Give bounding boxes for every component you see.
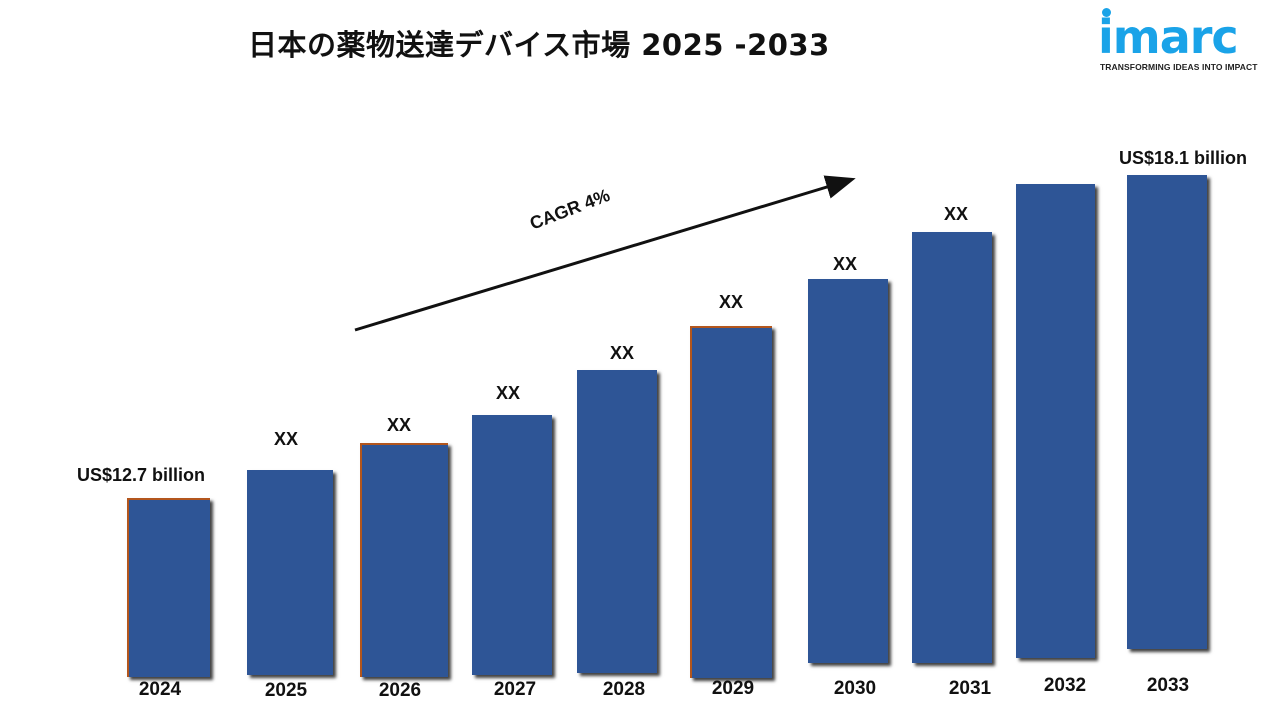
- bar-2033: [1127, 175, 1207, 649]
- logo-tagline: TRANSFORMING IDEAS INTO IMPACT: [1100, 62, 1258, 72]
- bar-2026: [360, 443, 448, 677]
- x-axis-label-2033: 2033: [1146, 675, 1190, 696]
- x-axis-label-2032: 2032: [1043, 675, 1087, 696]
- bar-2032: [1016, 184, 1095, 658]
- x-axis-label-2027: 2027: [493, 679, 537, 700]
- bar-value-label: XX: [273, 429, 299, 449]
- bar-2028: [577, 370, 657, 673]
- bar-2031: [912, 232, 992, 663]
- x-axis-label-2030: 2030: [833, 678, 877, 699]
- bar-value-label: XX: [609, 343, 635, 363]
- chart-title: 日本の薬物送達デバイス市場 2025 -2033: [248, 28, 830, 62]
- bar-2027: [472, 415, 552, 675]
- x-axis-label-2028: 2028: [602, 679, 646, 700]
- bar-2025: [247, 470, 333, 675]
- bar-2029: [690, 326, 772, 678]
- logo-dot-icon: [1102, 8, 1111, 17]
- bar-value-label: US$18.1 billion: [1118, 148, 1248, 168]
- x-axis-label-2029: 2029: [711, 678, 755, 699]
- bar-2024: [127, 498, 210, 677]
- bar-value-label: XX: [832, 254, 858, 274]
- x-axis-label-2024: 2024: [138, 679, 182, 700]
- bar-value-label: XX: [386, 415, 412, 435]
- logo-wordmark: imarc: [1098, 10, 1239, 64]
- bar-2030: [808, 279, 888, 663]
- bar-value-label: US$12.7 billion: [76, 465, 206, 485]
- x-axis-label-2031: 2031: [948, 678, 992, 699]
- bar-value-label: XX: [943, 204, 969, 224]
- x-axis-label-2025: 2025: [264, 680, 308, 701]
- imarc-logo: imarc TRANSFORMING IDEAS INTO IMPACT: [1098, 4, 1258, 74]
- bar-value-label: XX: [718, 292, 744, 312]
- x-axis-label-2026: 2026: [378, 680, 422, 701]
- bar-value-label: XX: [495, 383, 521, 403]
